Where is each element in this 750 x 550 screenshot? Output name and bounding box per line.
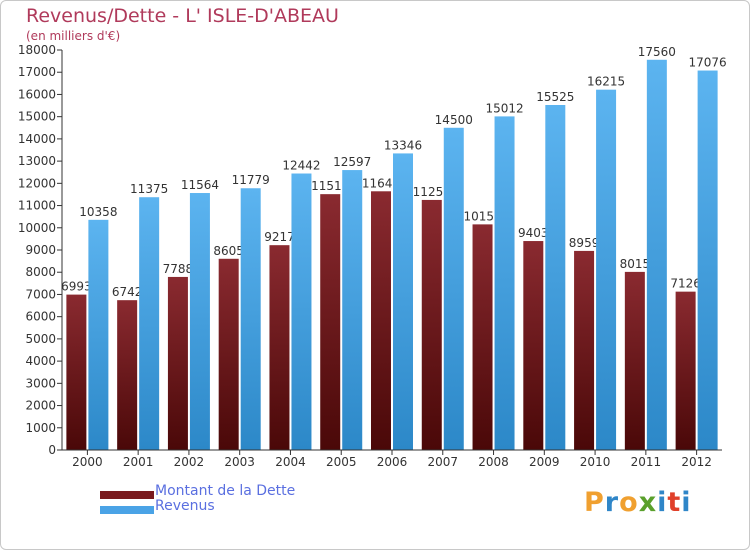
logo-letter: x [638,487,658,518]
bar-dette [421,199,442,450]
bar-revenus [393,153,413,450]
value-label-dette: 6993 [61,280,92,294]
bar-revenus [443,127,464,451]
bar-revenus [494,116,515,451]
value-label-revenus: 12597 [333,155,371,169]
logo-letter: r [604,487,620,518]
bar-revenus [697,70,718,451]
value-label-revenus: 17076 [689,56,727,70]
value-label-revenus: 11779 [232,173,270,187]
x-tick-label: 2005 [326,455,357,469]
value-label-dette: 11642 [362,176,400,190]
y-tick-label: 4000 [25,354,56,368]
logo-letter: o [619,487,639,518]
value-label-revenus: 11375 [130,182,168,196]
logo-letter: i [657,487,668,518]
bar-dette [675,291,696,450]
bar-dette [117,300,138,450]
y-tick-label: 7000 [25,287,56,301]
bar-revenus [545,105,566,450]
x-tick-label: 2009 [529,455,560,469]
bar-dette [66,294,87,450]
value-label-revenus: 14500 [435,113,473,127]
legend-label-revenus: Revenus [155,498,215,514]
y-tick-label: 8000 [25,265,56,279]
y-tick-label: 6000 [25,310,56,324]
value-label-dette: 7788 [163,262,194,276]
bar-revenus [189,193,210,450]
y-tick-label: 16000 [18,87,56,101]
bar-revenus [88,219,109,450]
value-label-dette: 8959 [569,236,600,250]
y-tick-label: 12000 [18,176,56,190]
bar-dette [624,271,645,450]
x-tick-label: 2008 [478,455,509,469]
chart-subtitle: (en milliers d'€) [26,29,121,43]
bar-dette [218,258,239,450]
y-tick-label: 3000 [25,376,56,390]
value-label-dette: 6742 [112,285,143,299]
y-tick-label: 14000 [18,132,56,146]
logo-letter: i [681,487,692,518]
chart-title: Revenus/Dette - L' ISLE-D'ABEAU [26,5,339,27]
value-label-revenus: 16215 [587,75,625,89]
y-tick-label: 1000 [25,421,56,435]
bar-revenus [646,59,667,451]
legend-swatch-revenus [100,506,154,514]
bar-dette [523,241,544,450]
value-label-dette: 8015 [620,257,651,271]
y-tick-label: 9000 [25,243,56,257]
value-label-revenus: 13346 [384,138,422,152]
x-tick-label: 2002 [174,455,205,469]
x-tick-label: 2003 [224,455,255,469]
x-tick-label: 2004 [275,455,306,469]
x-tick-label: 2011 [631,455,662,469]
x-tick-label: 2007 [427,455,458,469]
bar-revenus [240,188,261,450]
bar-dette [472,224,493,450]
value-label-revenus: 15012 [485,101,523,115]
y-tick-label: 2000 [25,399,56,413]
y-tick-label: 13000 [18,154,56,168]
bar-dette [320,194,341,450]
value-label-revenus: 10358 [79,205,117,219]
x-tick-label: 2001 [123,455,154,469]
bar-revenus [596,89,617,451]
logo-letter: P [584,487,605,518]
y-tick-label: 11000 [18,199,56,213]
bar-dette [167,276,188,450]
proxiti-logo: Proxiti [584,487,692,518]
value-label-dette: 10153 [463,209,501,223]
value-label-revenus: 11564 [181,178,219,192]
value-label-dette: 7126 [670,277,701,291]
y-tick-label: 5000 [25,332,56,346]
y-tick-label: 18000 [18,43,56,57]
y-tick-label: 0 [48,443,56,457]
value-label-dette: 8605 [213,244,244,258]
bar-revenus [342,170,363,451]
bar-revenus [139,197,160,450]
value-label-revenus: 12442 [282,159,320,173]
legend-label-dette: Montant de la Dette [155,483,296,499]
bar-revenus [291,173,312,450]
x-tick-label: 2010 [580,455,611,469]
value-label-dette: 9217 [264,230,295,244]
x-tick-label: 2006 [377,455,408,469]
bar-dette [371,191,391,451]
value-label-dette: 9403 [518,226,549,240]
bar-dette [574,250,595,450]
x-tick-label: 2000 [72,455,103,469]
value-label-dette: 11513 [311,179,349,193]
y-tick-label: 17000 [18,65,56,79]
y-tick-label: 10000 [18,221,56,235]
y-tick-label: 15000 [18,110,56,124]
value-label-revenus: 17560 [638,45,676,59]
x-tick-label: 2012 [681,455,712,469]
value-label-dette: 11253 [413,185,451,199]
value-label-revenus: 15525 [536,90,574,104]
legend-swatch-dette [100,491,154,499]
bar-dette [269,245,290,450]
logo-letter: t [667,487,682,518]
